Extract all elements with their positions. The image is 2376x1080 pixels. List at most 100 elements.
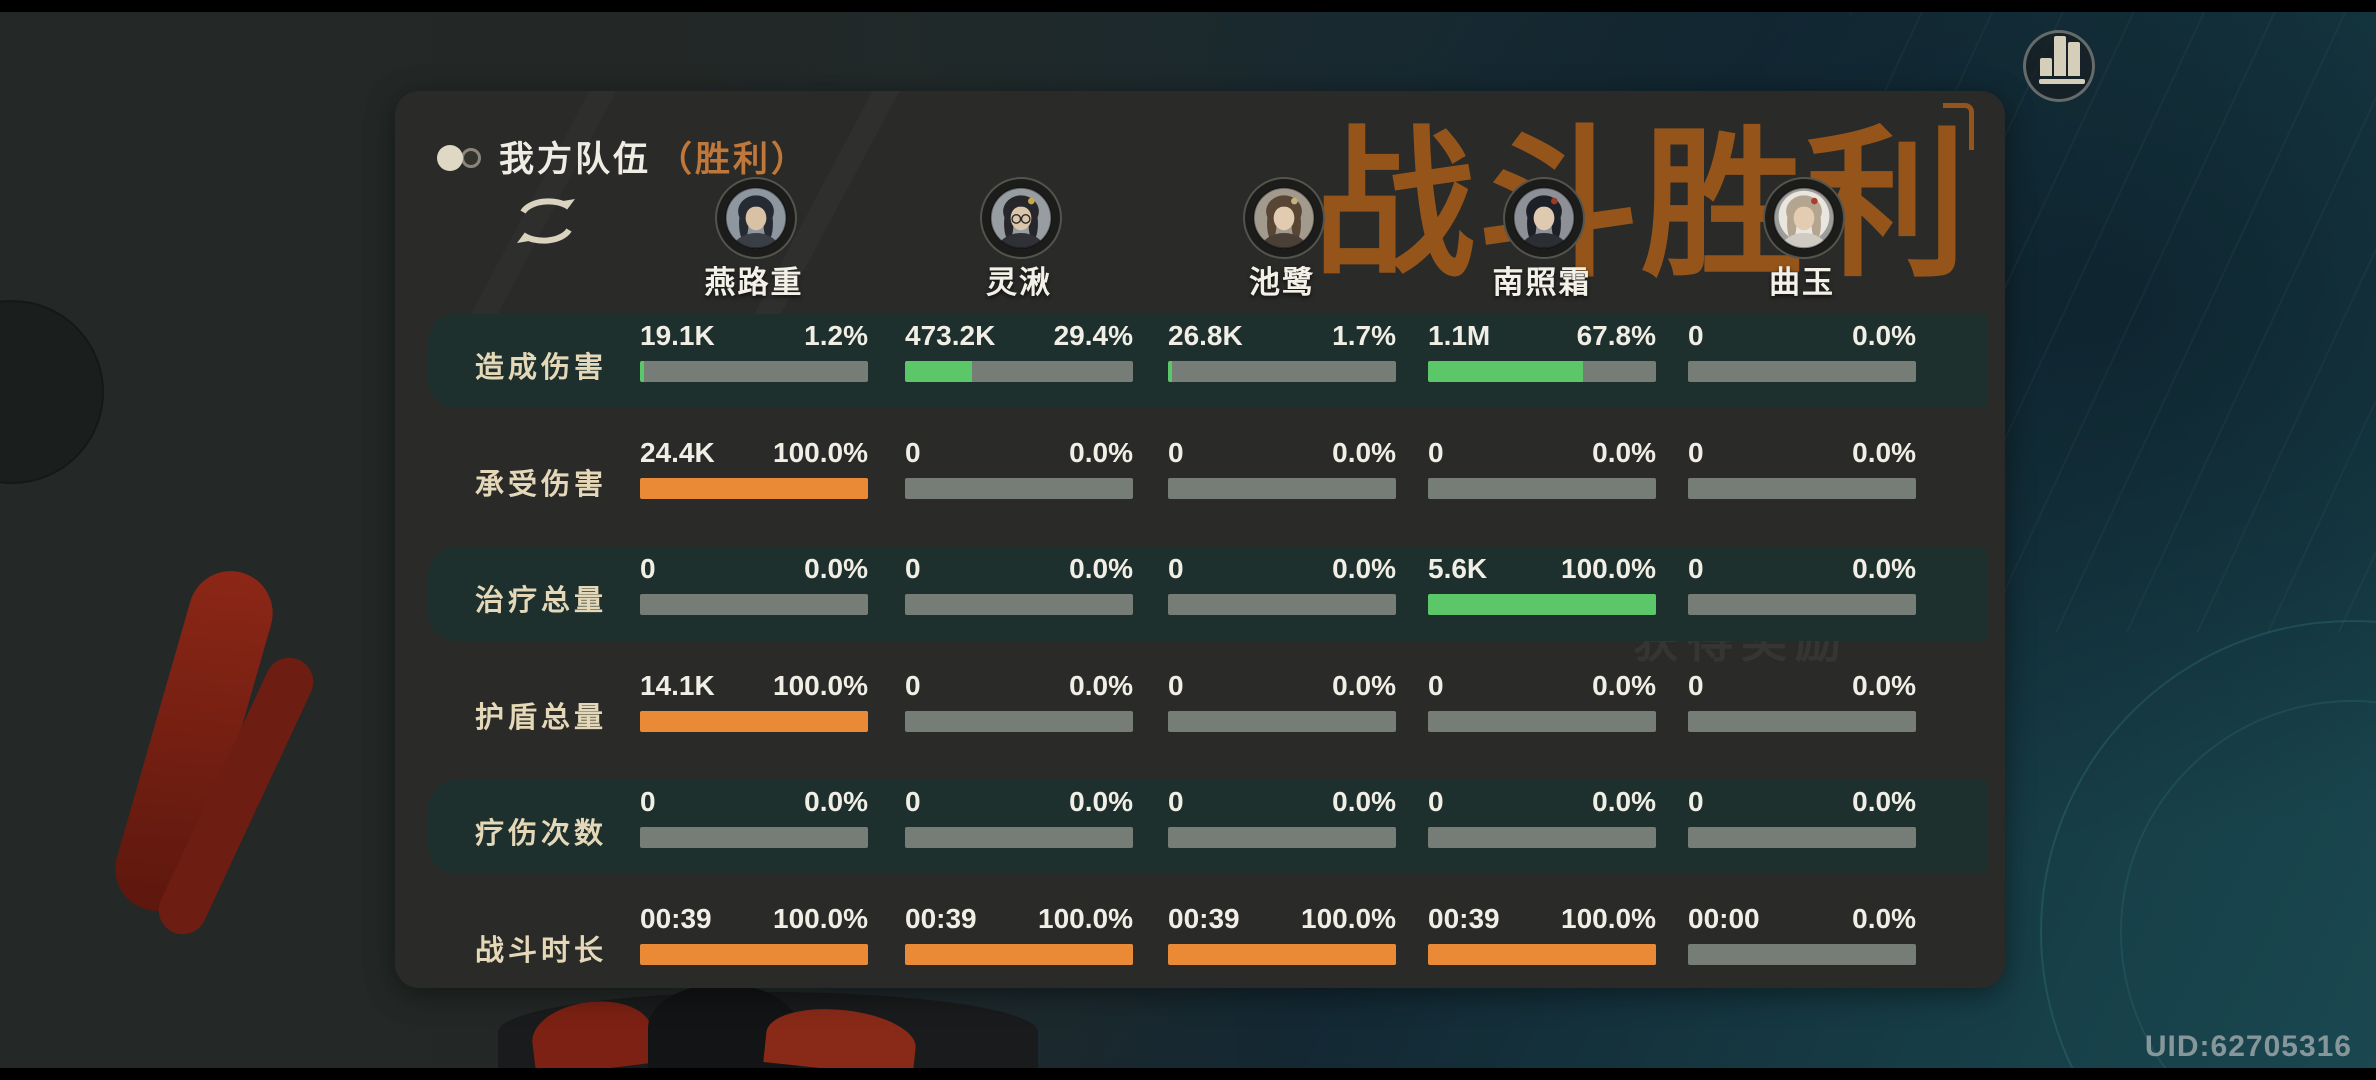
team-toggle[interactable] [437, 145, 487, 171]
stat-percent: 0.0% [804, 786, 868, 817]
character-name: 南照霜 [1492, 265, 1592, 300]
stat-percent: 0.0% [1592, 670, 1656, 701]
stat-percent: 0.0% [1332, 553, 1396, 584]
stat-value: 0 [1168, 786, 1184, 817]
stat-percent: 0.0% [1069, 437, 1133, 468]
stat-bar-track [1688, 478, 1916, 499]
stat-bar-fill [1428, 361, 1583, 382]
stat-percent: 0.0% [1069, 553, 1133, 584]
stat-bar-track [1428, 594, 1656, 615]
avatar-art [1772, 186, 1836, 250]
stat-value: 0 [1428, 670, 1444, 701]
stat-percent: 0.0% [1332, 786, 1396, 817]
stat-percent: 29.4% [1053, 320, 1133, 351]
stat-bar-fill [640, 361, 645, 382]
background-character-art [498, 980, 1038, 1078]
letterbox-top [0, 0, 2376, 12]
stat-percent: 100.0% [773, 670, 868, 701]
stat-value: 0 [1168, 437, 1184, 468]
stat-bar-track [1688, 827, 1916, 848]
stat-bar-track [640, 478, 868, 499]
stat-value: 0 [1688, 553, 1704, 584]
character-name: 池鹭 [1249, 265, 1315, 300]
stat-value: 00:00 [1688, 903, 1760, 934]
stat-value: 0 [1688, 670, 1704, 701]
stat-percent: 0.0% [1332, 670, 1396, 701]
stat-bar-fill [640, 478, 868, 499]
stat-bar-track [1428, 944, 1656, 965]
avatar-art [724, 186, 788, 250]
stat-value: 0 [1168, 553, 1184, 584]
uid-label: UID:62705316 [2144, 1030, 2352, 1063]
stat-bar-fill [1168, 361, 1173, 382]
stat-bar-track [1428, 827, 1656, 848]
team-stats-panel: 战斗胜利 获得奖励 我方队伍 （胜利） [395, 91, 2005, 988]
stat-bar-track [1168, 594, 1396, 615]
character-avatar[interactable] [980, 177, 1062, 259]
letterbox-bottom [0, 1068, 2376, 1080]
stat-percent: 67.8% [1576, 320, 1656, 351]
toggle-knob-icon [437, 145, 463, 171]
stat-percent: 0.0% [1852, 320, 1916, 351]
character-avatar[interactable] [1503, 177, 1585, 259]
stat-bar-track [640, 944, 868, 965]
stat-bar-track [905, 594, 1133, 615]
stat-value: 0 [905, 670, 921, 701]
toggle-hole-icon [461, 148, 481, 168]
stat-percent: 0.0% [804, 553, 868, 584]
stat-bar-fill [640, 711, 868, 732]
team-header-label: 我方队伍 （胜利） [499, 131, 809, 182]
stat-bar-track [1428, 361, 1656, 382]
stat-row-label: 承受伤害 [475, 469, 608, 501]
stat-value: 0 [905, 553, 921, 584]
stat-row-label: 疗伤次数 [475, 818, 608, 850]
stat-bar-track [905, 361, 1133, 382]
stat-bar-fill [1428, 944, 1656, 965]
swap-team-button[interactable] [509, 191, 583, 251]
stat-percent: 0.0% [1852, 670, 1916, 701]
stat-bar-track [640, 361, 868, 382]
stat-percent: 0.0% [1852, 553, 1916, 584]
stat-percent: 0.0% [1069, 786, 1133, 817]
character-name: 曲玉 [1769, 265, 1835, 300]
stat-percent: 0.0% [1852, 786, 1916, 817]
swap-cycle-icon [517, 198, 575, 244]
stats-panel-toggle-button[interactable] [2023, 30, 2095, 102]
stat-bar-fill [1168, 944, 1396, 965]
stat-percent: 0.0% [1592, 786, 1656, 817]
character-avatar[interactable] [715, 177, 797, 259]
stat-row-label: 造成伤害 [475, 352, 608, 384]
stat-percent: 100.0% [773, 437, 868, 468]
stat-bar-track [1168, 478, 1396, 499]
stat-bar-track [640, 711, 868, 732]
character-avatar[interactable] [1763, 177, 1845, 259]
stat-bar-track [1168, 827, 1396, 848]
stat-bar-fill [905, 944, 1133, 965]
stat-percent: 0.0% [1592, 437, 1656, 468]
character-avatar[interactable] [1243, 177, 1325, 259]
stat-value: 0 [1428, 786, 1444, 817]
stat-bar-track [1428, 478, 1656, 499]
stat-value: 0 [1168, 670, 1184, 701]
background-arc [0, 300, 104, 484]
stat-percent: 100.0% [1561, 553, 1656, 584]
stat-value: 26.8K [1168, 320, 1243, 351]
stat-value: 00:39 [1168, 903, 1240, 934]
stat-value: 5.6K [1428, 553, 1488, 584]
stat-value: 00:39 [640, 903, 712, 934]
stat-row-label: 护盾总量 [475, 702, 608, 734]
stat-value: 00:39 [905, 903, 977, 934]
stat-value: 0 [1688, 320, 1704, 351]
victory-seal-mark [1943, 103, 1974, 150]
stat-percent: 100.0% [1561, 903, 1656, 934]
stat-bar-track [1688, 361, 1916, 382]
stat-bar-track [905, 711, 1133, 732]
stat-bar-track [905, 478, 1133, 499]
character-name: 燕路重 [704, 265, 804, 300]
stat-bar-fill [640, 944, 868, 965]
stat-value: 0 [1428, 437, 1444, 468]
stat-percent: 1.7% [1332, 320, 1396, 351]
stat-percent: 100.0% [1301, 903, 1396, 934]
stat-value: 1.1M [1428, 320, 1491, 351]
battle-result-label: （胜利） [657, 140, 810, 179]
